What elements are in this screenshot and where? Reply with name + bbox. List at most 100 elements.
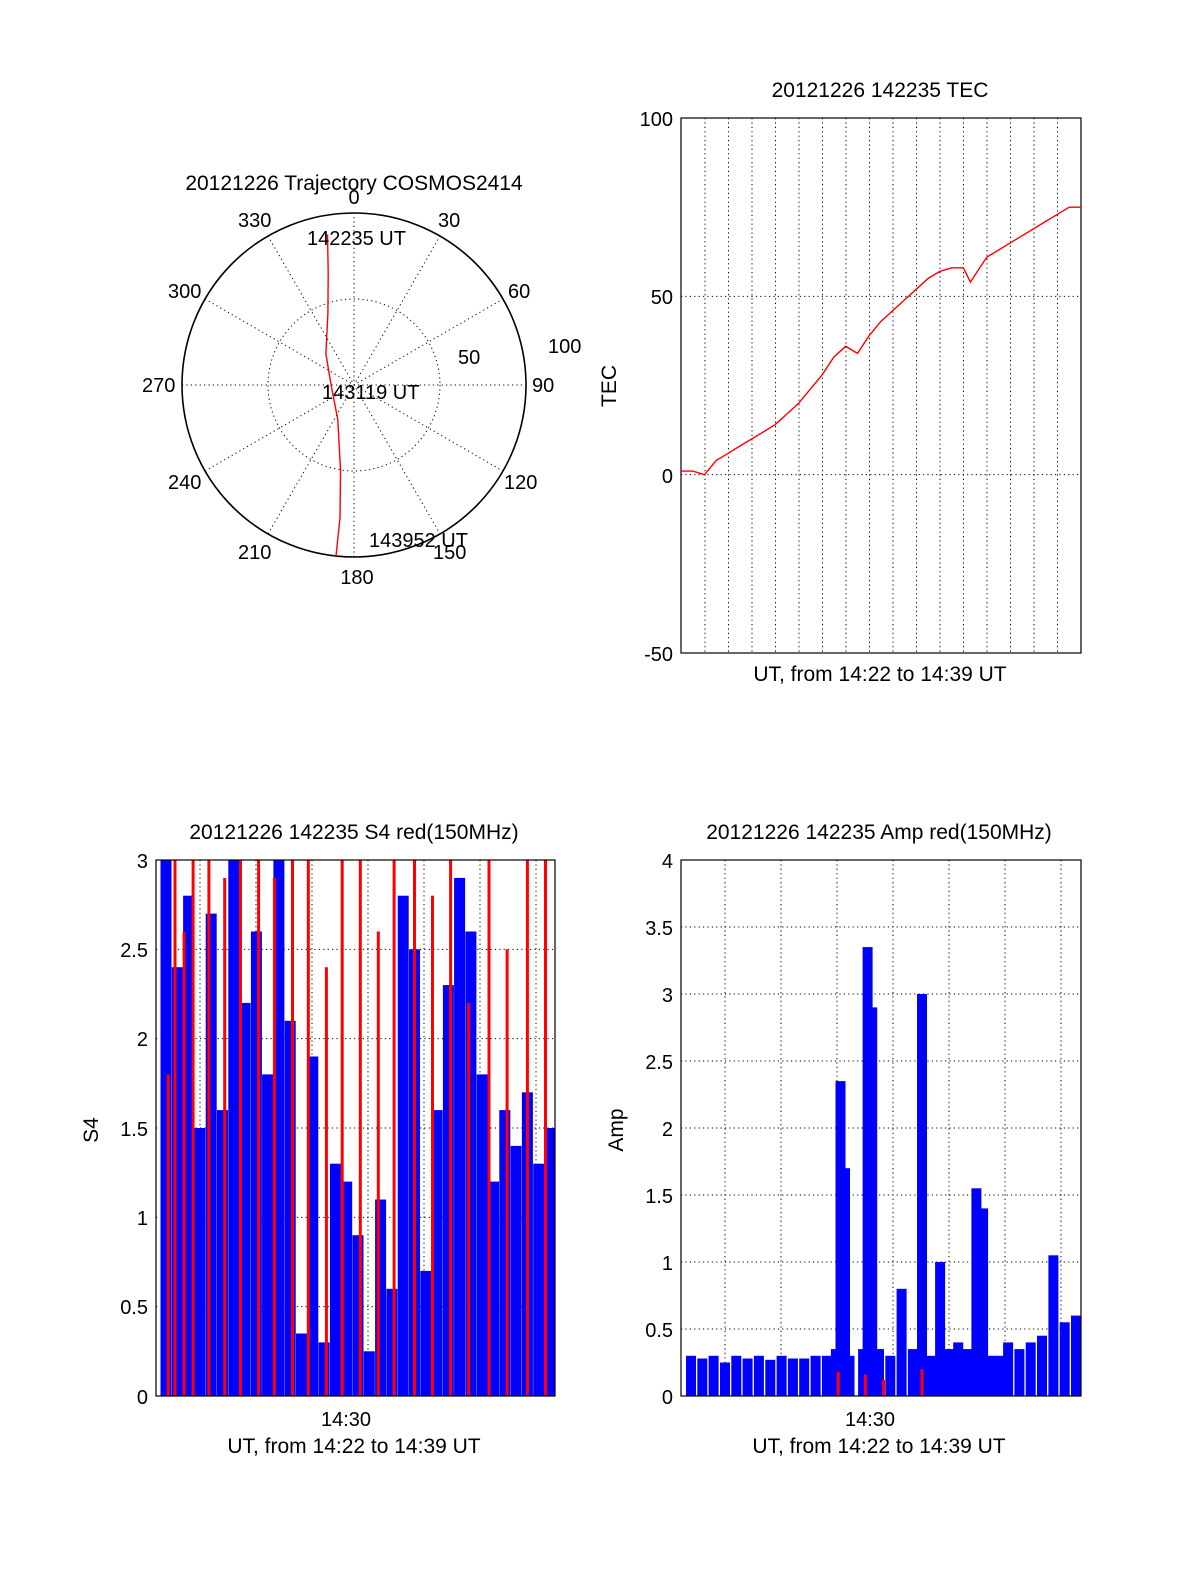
s4-red-bar (487, 860, 491, 1396)
azimuth-label-60: 60 (508, 281, 530, 303)
amp-blue-bar (731, 1355, 742, 1396)
amp-blue-bar (984, 1355, 995, 1396)
azimuth-label-300: 300 (168, 281, 201, 303)
amp-red-bar (920, 1369, 924, 1396)
s4-blue-bar (318, 1342, 330, 1396)
s4-blue-bar (397, 895, 409, 1396)
trajectory-start-label: 142235 UT (307, 228, 406, 250)
amp-blue-bar (765, 1359, 776, 1396)
s4-red-bar (467, 1002, 471, 1396)
amp-blue-bar (697, 1358, 708, 1396)
amp-blue-bar (917, 994, 927, 1396)
amp-blue-bar (1003, 1342, 1014, 1396)
amp-blue-bar (935, 1262, 946, 1396)
tec-grid (681, 118, 1082, 653)
s4-red-bar (358, 860, 362, 1396)
s4-blue-bar (533, 1163, 545, 1396)
s4-red-bar (324, 967, 328, 1396)
amp-blue-bar (720, 1362, 730, 1396)
s4-blue-bar (329, 1163, 341, 1396)
amp-red-bar (863, 1374, 867, 1396)
amp-blue-bar (787, 1358, 798, 1396)
polar-grid (181, 212, 527, 558)
polar-title: 20121226 Trajectory COSMOS2414 (185, 172, 523, 195)
amp-ytick-3: 3 (662, 985, 673, 1007)
radius-label-100: 100 (548, 336, 581, 358)
amp-ytick-1: 1 (662, 1253, 673, 1275)
s4-blue-bar (262, 1074, 274, 1396)
amp-blue-bar (810, 1355, 821, 1396)
amp-red-bar (836, 1371, 840, 1396)
amp-ylabel: Amp (605, 1108, 628, 1151)
amp-ytick-2.5: 2.5 (645, 1052, 673, 1074)
s4-blue-bar (273, 860, 285, 1396)
s4-title: 20121226 142235 S4 red(150MHz) (189, 821, 518, 844)
amp-ytick-0.5: 0.5 (645, 1320, 673, 1342)
s4-red-bar (306, 860, 310, 1396)
amp-blue-bar (978, 1208, 989, 1396)
azimuth-label-120: 120 (504, 472, 537, 494)
amp-ytick-0: 0 (662, 1387, 673, 1409)
amp-blue-bar (962, 1349, 973, 1396)
s4-ytick-2.5: 2.5 (120, 940, 148, 962)
s4-blue-bar (228, 860, 240, 1396)
s4-red-bar (182, 931, 186, 1396)
amp-ytick-1.5: 1.5 (645, 1186, 673, 1208)
tec-ytick-100: 100 (640, 109, 673, 131)
amp-blue-bar (844, 1355, 855, 1396)
amp-panel: 20121226 142235 Amp red(150MHz) 4 3.5 3 … (605, 821, 1082, 1458)
s4-panel: 20121226 142235 S4 red(150MHz) 3 2.5 2 1… (80, 821, 556, 1458)
amp-ytick-4: 4 (662, 851, 673, 873)
s4-blue-bar (386, 1288, 398, 1396)
amp-blue-bar (896, 1288, 907, 1396)
amp-blue-bar (1071, 1315, 1081, 1396)
polar-spoke-150 (267, 235, 441, 535)
s4-blue-bar (307, 1056, 319, 1396)
s4-red-bar (505, 949, 509, 1396)
s4-blue-bar (488, 1181, 499, 1396)
s4-ytick-1: 1 (137, 1208, 148, 1230)
amp-blue-bar (1048, 1255, 1059, 1396)
s4-red-bar (239, 860, 242, 1396)
azimuth-label-0: 0 (348, 187, 359, 209)
amp-blue-bar (1059, 1322, 1070, 1396)
amp-blue-bar (753, 1355, 764, 1396)
s4-blue-bar (476, 1074, 488, 1396)
s4-blue-bar (171, 967, 183, 1396)
azimuth-label-180: 180 (340, 567, 373, 589)
azimuth-label-330: 330 (238, 210, 271, 232)
s4-red-bar (376, 931, 380, 1396)
s4-ytick-1.5: 1.5 (120, 1119, 148, 1141)
azimuth-label-270: 270 (142, 375, 175, 397)
s4-blue-bar (194, 1128, 206, 1396)
radius-label-50: 50 (458, 347, 480, 369)
s4-red-bar (166, 1074, 170, 1396)
azimuth-label-240: 240 (168, 472, 201, 494)
amp-blue-bar (994, 1355, 1004, 1396)
s4-red-bar (413, 860, 416, 1396)
amp-blue-bar (1014, 1349, 1025, 1396)
s4-red-bar (191, 860, 195, 1396)
s4-blue-bar (454, 877, 466, 1396)
amp-xlabel: UT, from 14:22 to 14:39 UT (752, 1435, 1005, 1458)
s4-blue-bar (375, 1199, 387, 1396)
s4-blue-bar (341, 1181, 353, 1396)
amp-blue-bar (840, 1168, 850, 1396)
amp-title: 20121226 142235 Amp red(150MHz) (706, 821, 1052, 844)
s4-red-bar (291, 860, 294, 1396)
tec-ylabel: TEC (598, 365, 621, 407)
s4-red-bar (525, 860, 529, 1396)
amp-blue-bar (885, 1355, 896, 1396)
amp-blue-bar (971, 1188, 982, 1396)
s4-blue-bar (363, 1351, 375, 1396)
tec-line (681, 206, 1081, 476)
s4-blue-bar (296, 1333, 307, 1396)
s4-red-bar (449, 860, 453, 1396)
s4-bars (160, 860, 556, 1396)
trajectory-end-label: 143952 UT (369, 530, 468, 552)
amp-frame (680, 859, 1082, 1397)
amp-blue-bar (874, 1349, 884, 1396)
s4-frame (155, 859, 556, 1397)
s4-blue-bar (284, 1020, 296, 1396)
